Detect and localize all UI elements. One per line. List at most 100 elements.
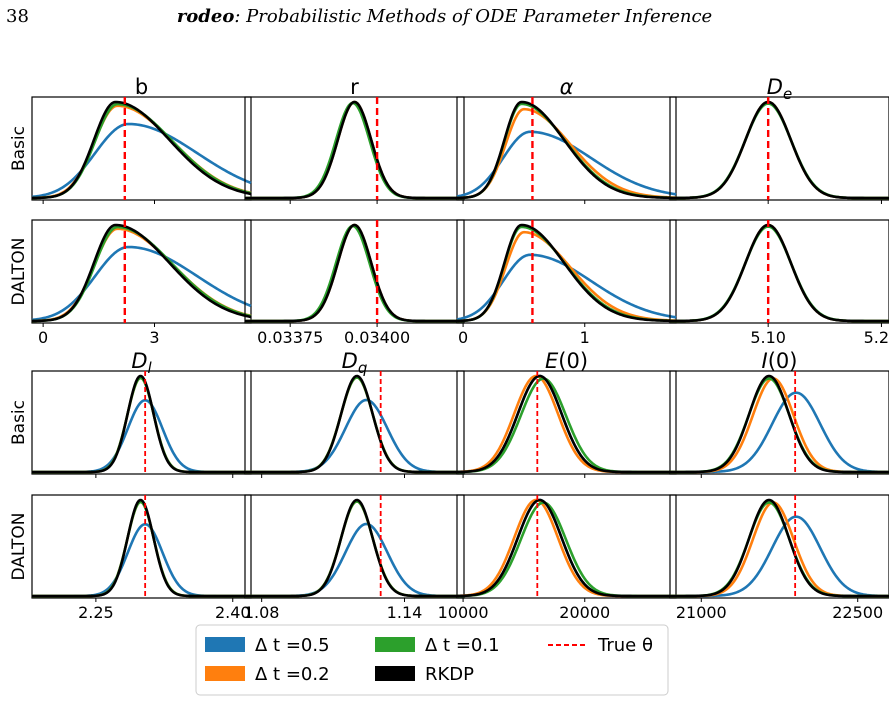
panel-6-row-3: 10000 20000 <box>438 494 677 622</box>
panel-title: α <box>560 75 574 99</box>
panel-0-row-1: 0 3 DALTON <box>9 219 252 347</box>
legend-swatch <box>205 666 245 681</box>
density-curve-dt05 <box>31 122 252 199</box>
axes-frame <box>456 96 677 201</box>
density-curve-dt05 <box>31 245 252 322</box>
legend-swatch <box>375 637 415 652</box>
x-tick-label: 1.08 <box>244 603 280 622</box>
x-tick-label: 0 <box>458 328 468 347</box>
axes-frame <box>244 494 465 599</box>
panel-4-row-3: 2.25 2.40 DALTON <box>9 494 252 622</box>
axes-frame <box>244 96 465 201</box>
panel-6-row-2: E(0) <box>456 349 677 478</box>
density-curve-dt01 <box>32 500 251 598</box>
panel-title: De <box>767 75 792 103</box>
density-curve-rkdp <box>245 223 464 323</box>
legend: Δ t =0.5 Δ t =0.2 Δ t =0.1 RKDP True θ <box>195 624 669 696</box>
legend-box <box>195 624 669 696</box>
density-curve-dt02 <box>32 376 251 474</box>
density-curve-rkdp <box>245 100 464 200</box>
density-curve-dt01 <box>670 501 889 598</box>
density-curve-dt05 <box>245 398 464 474</box>
legend-entry: Δ t =0.5 <box>205 635 330 656</box>
legend-label: Δ t =0.1 <box>425 635 500 656</box>
density-curve-rkdp <box>670 374 889 474</box>
density-curve-dt01 <box>670 102 889 200</box>
density-curve-rkdp <box>32 374 251 474</box>
density-curve-rkdp <box>245 498 464 598</box>
density-curve-dt02 <box>245 500 464 598</box>
page-number: 38 <box>6 6 29 27</box>
x-tick-label: 22500 <box>832 603 883 622</box>
panel-title: E(0) <box>545 349 588 373</box>
density-curve-dt05 <box>245 223 464 323</box>
density-curve-dt01 <box>245 101 464 200</box>
density-curve-rkdp <box>456 374 676 474</box>
x-tick-label: 1 <box>580 328 590 347</box>
density-curve-dt02 <box>456 107 677 200</box>
axes-frame <box>669 370 889 475</box>
x-tick-label: 2.40 <box>215 603 251 622</box>
panel-5-row-2: Dq <box>244 349 465 478</box>
axes-frame <box>456 494 677 599</box>
panel-7-row-2: I(0) <box>669 349 889 478</box>
x-tick-label: 0 <box>38 328 48 347</box>
panel-title: Dq <box>342 349 368 377</box>
row-label: Basic <box>9 400 29 445</box>
density-curve-rkdp <box>670 498 889 598</box>
density-curve-rkdp <box>245 374 464 474</box>
panel-7-row-3: 21000 22500 <box>669 494 889 622</box>
density-curve-dt02 <box>32 500 251 598</box>
density-curve-dt01 <box>670 377 889 474</box>
page-header: 38 rodeo: Probabilistic Methods of ODE P… <box>0 0 889 40</box>
legend-entry: Δ t =0.1 <box>375 635 500 656</box>
density-curve-dt02 <box>245 223 464 323</box>
legend-label: True θ <box>597 635 653 656</box>
axes-frame <box>31 370 252 475</box>
density-curve-rkdp <box>456 498 676 598</box>
panel-2-row-0: α <box>456 75 677 204</box>
panel-title: b <box>135 75 148 99</box>
x-tick-label: 2.25 <box>78 603 114 622</box>
x-tick-label: 0.03400 <box>344 328 410 347</box>
panel-5-row-3: 1.08 1.14 <box>244 494 465 622</box>
density-curve-dt05 <box>670 515 889 598</box>
density-curve-dt02 <box>31 227 252 323</box>
axes-frame <box>244 219 465 324</box>
legend-label: RKDP <box>425 664 474 685</box>
panel-3-row-1: 5.10 5.25 <box>669 219 889 347</box>
panel-3-row-0: De <box>669 75 889 204</box>
axes-frame <box>31 494 252 599</box>
axes-frame <box>31 219 252 324</box>
density-curve-dt02 <box>245 376 464 474</box>
panel-1-row-1: 0.03375 0.03400 <box>244 219 465 347</box>
x-tick-label: 20000 <box>559 603 610 622</box>
panel-4-row-2: Dl Basic <box>9 349 252 478</box>
legend-entry: Δ t =0.2 <box>205 664 330 685</box>
density-curve-dt02 <box>456 230 677 323</box>
density-curve-dt05 <box>32 398 251 474</box>
density-curve-rkdp <box>32 498 251 598</box>
density-curve-dt05 <box>245 100 464 200</box>
x-tick-label: 0.03375 <box>257 328 323 347</box>
axes-frame <box>456 370 677 475</box>
density-curve-rkdp <box>456 100 677 200</box>
density-curve-dt05 <box>670 391 889 474</box>
density-curve-dt01 <box>32 376 251 474</box>
density-curve-dt01 <box>245 500 464 598</box>
x-tick-label: 5.10 <box>750 328 786 347</box>
x-tick-label: 3 <box>149 328 159 347</box>
panel-title: I(0) <box>762 349 798 373</box>
legend-label: Δ t =0.5 <box>255 635 330 656</box>
x-tick-label: 1.14 <box>387 603 423 622</box>
density-curve-dt01 <box>456 225 677 323</box>
row-label: Basic <box>9 126 29 171</box>
axes-frame <box>669 96 889 201</box>
density-curve-dt02 <box>31 104 252 200</box>
density-curve-dt02 <box>245 100 464 200</box>
legend-entry: RKDP <box>375 664 474 685</box>
x-tick-label: 10000 <box>438 603 489 622</box>
axes-frame <box>244 370 465 475</box>
density-curve-rkdp <box>31 100 252 200</box>
